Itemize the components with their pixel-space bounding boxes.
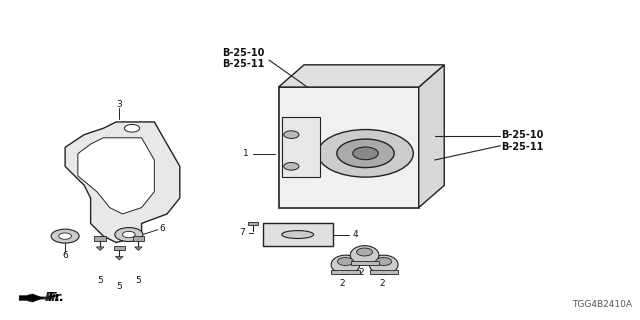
Bar (132, 236, 144, 241)
Polygon shape (115, 256, 123, 260)
Bar (332, 270, 360, 274)
Circle shape (115, 228, 143, 242)
Circle shape (284, 131, 299, 139)
Text: B-25-10
B-25-11: B-25-10 B-25-11 (502, 130, 544, 152)
Text: 5: 5 (136, 276, 141, 285)
Polygon shape (278, 65, 444, 87)
Text: 4: 4 (352, 230, 358, 239)
Circle shape (122, 231, 135, 238)
Circle shape (124, 124, 140, 132)
Polygon shape (262, 223, 333, 246)
Polygon shape (78, 138, 154, 214)
Polygon shape (419, 65, 444, 208)
Polygon shape (65, 122, 180, 243)
Text: 5: 5 (97, 276, 103, 285)
Bar (95, 236, 106, 241)
Text: 6: 6 (62, 251, 68, 260)
Ellipse shape (376, 258, 392, 266)
Text: 5: 5 (116, 282, 122, 292)
Circle shape (353, 147, 378, 160)
Bar (351, 261, 379, 265)
Circle shape (317, 130, 413, 177)
Text: TGG4B2410A: TGG4B2410A (572, 300, 632, 309)
Bar (282, 117, 320, 178)
Circle shape (337, 139, 394, 168)
Bar (248, 222, 258, 225)
Bar (113, 246, 125, 251)
Ellipse shape (282, 231, 314, 238)
Text: 2: 2 (358, 268, 364, 277)
Polygon shape (19, 294, 43, 302)
Text: 1: 1 (243, 149, 248, 158)
Text: Fr.: Fr. (45, 292, 61, 305)
Text: Fr.: Fr. (47, 292, 65, 305)
Polygon shape (97, 247, 104, 251)
Ellipse shape (350, 246, 379, 265)
Text: 2: 2 (339, 279, 345, 288)
Circle shape (59, 233, 72, 239)
Ellipse shape (369, 255, 398, 274)
Ellipse shape (356, 248, 372, 256)
Ellipse shape (337, 258, 353, 266)
Ellipse shape (331, 255, 360, 274)
Bar (278, 87, 419, 208)
Bar (370, 270, 397, 274)
Text: B-25-10
B-25-11: B-25-10 B-25-11 (222, 48, 265, 69)
Text: 3: 3 (116, 100, 122, 109)
Text: 7: 7 (239, 228, 245, 237)
Circle shape (284, 163, 299, 170)
Text: 2: 2 (379, 279, 385, 288)
Circle shape (51, 229, 79, 243)
Text: 6: 6 (160, 224, 166, 233)
Polygon shape (134, 247, 142, 251)
